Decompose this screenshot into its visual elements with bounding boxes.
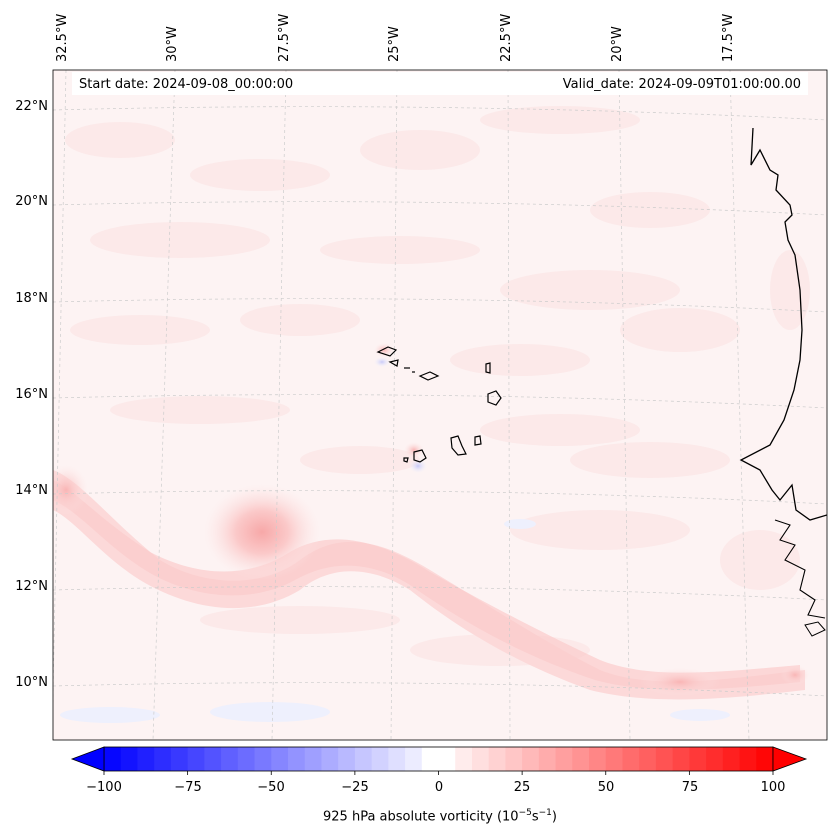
colorbar-cell: [739, 747, 757, 771]
colorbar-cell: [756, 747, 774, 771]
colorbar-tick-label: −50: [257, 780, 285, 795]
colorbar-cell: [706, 747, 724, 771]
colorbar-cell: [589, 747, 607, 771]
colorbar-cell: [655, 747, 674, 771]
colorbar-tick-label: −75: [174, 780, 202, 795]
colorbar-cell: [538, 747, 557, 771]
header-strip: [72, 72, 808, 95]
colorbar-cell: [388, 747, 406, 771]
colorbar-cell: [170, 747, 189, 771]
colorbar-label-exp1: −5: [518, 808, 532, 818]
lon-label: 25°W: [387, 26, 402, 62]
colorbar-cell: [304, 747, 323, 771]
colorbar-tick-label: −100: [86, 780, 122, 795]
colorbar-label-exp2: −1: [538, 808, 552, 818]
colorbar-cell: [221, 747, 239, 771]
colorbar-cell: [354, 747, 373, 771]
lon-label: 22.5°W: [499, 13, 514, 62]
colorbar-max-arrow: [772, 746, 808, 772]
colorbar-tick-label: 50: [597, 780, 615, 795]
colorbar-cell: [271, 747, 289, 771]
colorbar-cell: [120, 747, 139, 771]
colorbar-cell: [237, 747, 256, 771]
lat-label: 18°N: [15, 291, 48, 306]
colorbar-cell: [522, 747, 540, 771]
africa-coastline: [739, 127, 827, 521]
lon-label: 30°W: [165, 26, 180, 62]
valid-date-text: Valid_date: 2024-09-09T01:00:00.00: [562, 77, 801, 92]
colorbar-min-arrow: [70, 746, 105, 772]
colorbar-label-prefix: 925 hPa absolute vorticity (10: [323, 809, 519, 825]
colorbar-cell: [438, 747, 456, 771]
colorbar-tick-label: 0: [434, 780, 444, 795]
colorbar-cell: [338, 747, 356, 771]
lat-label: 16°N: [15, 387, 48, 402]
colorbar-cell: [287, 747, 306, 771]
colorbar-cell: [689, 747, 707, 771]
graticule: [53, 70, 827, 740]
colorbar-cell: [254, 747, 272, 771]
colorbar-cell: [605, 747, 624, 771]
lat-label: 10°N: [15, 675, 48, 690]
colorbar-tick-label: −25: [341, 780, 369, 795]
lat-label: 20°N: [15, 194, 48, 209]
colorbar-cell: [488, 747, 507, 771]
colorbar-cell: [204, 747, 222, 771]
background-patches: [65, 106, 810, 666]
colorbar-cell: [722, 747, 741, 771]
colorbar-cell: [572, 747, 590, 771]
colorbar-cell: [421, 747, 440, 771]
colorbar-cell: [555, 747, 573, 771]
map-frame: [52, 69, 828, 741]
colorbar-cell: [455, 747, 473, 771]
colorbar-label: 925 hPa absolute vorticity (10−5s−1): [323, 808, 557, 824]
vorticity-field: [53, 70, 827, 740]
colorbar-cell: [672, 747, 690, 771]
lon-label: 17.5°W: [721, 13, 736, 62]
colorbar: [103, 746, 774, 772]
colorbar-tick-label: 100: [760, 780, 786, 795]
colorbar-cell: [187, 747, 205, 771]
cape-verde-islands: [376, 346, 502, 463]
colorbar-cell: [104, 747, 122, 771]
negative-patches: [60, 519, 730, 723]
lat-label: 14°N: [15, 483, 48, 498]
colorbar-cell: [154, 747, 172, 771]
start-date-text: Start date: 2024-09-08_00:00:00: [79, 77, 294, 92]
lon-label: 27.5°W: [277, 13, 292, 62]
colorbar-tick-label: 25: [513, 780, 531, 795]
lon-label: 32.5°W: [55, 13, 70, 62]
vortex-center: [204, 484, 320, 580]
colorbar-cell: [321, 747, 339, 771]
colorbar-label-unit: s: [531, 809, 539, 825]
colorbar-cell: [371, 747, 389, 771]
lat-label: 22°N: [15, 99, 48, 114]
lat-label: 12°N: [15, 579, 48, 594]
colorbar-cell: [405, 747, 423, 771]
colorbar-cell: [622, 747, 640, 771]
colorbar-cell: [137, 747, 155, 771]
colorbar-label-suffix: ): [551, 809, 557, 825]
colorbar-cell: [505, 747, 523, 771]
colorbar-cell: [639, 747, 657, 771]
colorbar-cell: [471, 747, 490, 771]
lon-label: 20°W: [610, 26, 625, 62]
colorbar-tick-label: 75: [681, 780, 699, 795]
